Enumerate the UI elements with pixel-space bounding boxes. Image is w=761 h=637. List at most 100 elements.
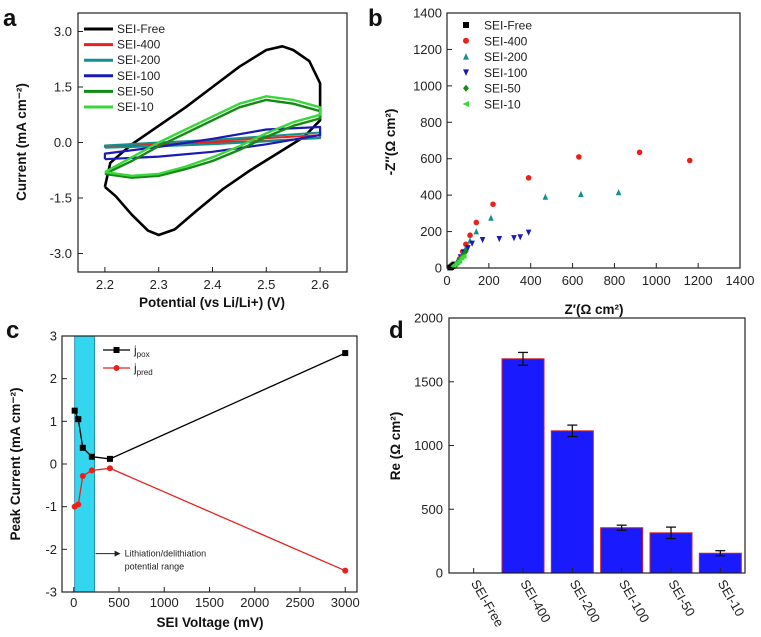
panel-b-ytick-label: 600 — [420, 151, 442, 166]
panel-b-xtick-label: 1200 — [684, 273, 713, 288]
panel-b-point-sei-400 — [636, 149, 643, 156]
panel-b-ytick-label: 200 — [420, 224, 442, 239]
panel-c-xlabel: SEI Voltage (mV) — [156, 615, 263, 630]
panel-b-ytick-label: 0 — [435, 261, 442, 276]
panel-c-ytick-label: -1 — [45, 499, 57, 514]
panel-d-ytick-label: 0 — [436, 566, 443, 581]
panel-b-point-sei-200 — [542, 193, 549, 200]
panel-b-legend-marker — [463, 37, 469, 44]
panel-c-point-pred — [88, 467, 95, 474]
panel-b-xtick-label: 800 — [604, 273, 626, 288]
panel-b: b 0 200 400 600 800 1000 1200 1400 0 200 400 600 800… — [368, 5, 754, 317]
panel-c-xtick-label: 2000 — [240, 595, 269, 610]
panel-b-frame — [446, 12, 741, 269]
panel-b-point-sei-100 — [517, 234, 524, 241]
panel-d-bar-sei-50 — [649, 532, 693, 574]
panel-b-label: b — [368, 5, 383, 32]
panel-c-point-pox — [71, 407, 78, 414]
panel-a-legend-label: SEI-Free — [117, 22, 165, 36]
panel-c-annotation-line1: Lithiation/delithiation — [125, 549, 207, 559]
panel-c-point-pred — [79, 472, 86, 479]
panel-c-ytick-label: 0 — [50, 457, 57, 472]
panel-b-point-sei-400 — [576, 154, 582, 160]
panel-a: a 2.2 2.3 2.4 2.5 2.6 -3.0 -1.5 0.0 1.5 3.0 SEI-Fr… — [3, 5, 348, 310]
panel-a-xtick-label: 2.6 — [311, 277, 329, 292]
panel-b-legend-marker — [463, 69, 469, 76]
panel-b-point-sei-100 — [496, 236, 503, 243]
panel-b-point-sei-400 — [473, 219, 480, 226]
panel-d-ytick-label: 1500 — [414, 374, 443, 389]
panel-c-point-pox — [106, 455, 113, 462]
panel-b-ytick-label: 1400 — [413, 6, 442, 21]
panel-c-xtick-label: 1500 — [195, 595, 224, 610]
panel-b-xtick-label: 400 — [520, 273, 542, 288]
panel-b-point-sei-200 — [578, 190, 584, 198]
panel-a-frame — [77, 12, 348, 273]
panel-c-xtick-label: 0 — [70, 595, 77, 610]
panel-b-legend-label: SEI-Free — [484, 19, 532, 33]
panel-a-xtick-label: 2.5 — [257, 277, 275, 292]
panel-d-ylabel: Re (Ω cm²) — [388, 412, 403, 481]
panel-a-ytick-label: 3.0 — [54, 24, 72, 39]
panel-b-point-sei-10 — [460, 253, 467, 259]
panel-c-ytick-label: -3 — [45, 585, 57, 600]
panel-b-ytick-label: 1200 — [413, 42, 442, 57]
panel-b-ylabel: -Z′′(Ω cm²) — [383, 109, 398, 176]
panel-b-xtick-label: 200 — [478, 273, 500, 288]
panel-b-point-sei-100 — [511, 235, 517, 242]
panel-c-point-pox — [79, 444, 86, 451]
panel-b-point-sei-100 — [479, 236, 486, 244]
panel-a-xtick-label: 2.3 — [150, 277, 168, 292]
panel-c-ytick-label: 2 — [50, 371, 57, 386]
panel-c-legend-marker — [113, 347, 120, 353]
panel-c-point-pred — [75, 501, 82, 508]
panel-a-label: a — [3, 5, 17, 32]
panel-b-point-sei-100 — [465, 245, 471, 252]
panel-c-point-pox — [342, 350, 349, 357]
panel-c-ylabel: Peak Current (mA cm⁻²) — [8, 388, 23, 541]
panel-b-point-sei-100 — [469, 240, 475, 247]
panel-c: c 0 500 1000 1500 2000 2500 3000 -3 -2 -1 0 1 2 3 Lith… — [6, 317, 360, 630]
panel-c-ytick-label: 3 — [50, 329, 57, 344]
panel-c-point-pred — [342, 567, 349, 574]
panel-b-xtick-label: 0 — [443, 273, 450, 288]
panel-a-xtick-label: 2.2 — [96, 277, 114, 292]
panel-a-series-sei-100 — [103, 125, 322, 161]
panel-d-xtick-label: SEI-10 — [715, 577, 748, 619]
panel-d-xtick-label: SEI-100 — [616, 577, 652, 625]
panel-b-legend-label: SEI-10 — [484, 98, 521, 112]
panel-c-label: c — [6, 317, 19, 344]
panel-b-ytick-label: 400 — [420, 188, 442, 203]
panel-c-legend-marker — [113, 365, 120, 371]
panel-a-legend-label: SEI-10 — [117, 100, 154, 114]
panel-b-legend-marker — [463, 22, 469, 28]
panel-b-legend-marker — [463, 53, 469, 60]
panel-b-ytick-label: 800 — [420, 115, 442, 130]
panel-b-point-sei-10 — [456, 257, 463, 264]
panel-c-frame — [61, 335, 358, 593]
panel-b-legend-label: SEI-100 — [484, 66, 528, 80]
panel-a-ytick-label: 1.5 — [54, 80, 72, 95]
panel-a-xtick-label: 2.4 — [203, 277, 221, 292]
panel-b-point-sei-200 — [615, 189, 622, 196]
panel-c-point-pox — [75, 416, 82, 423]
panel-a-ytick-label: -1.5 — [50, 191, 72, 206]
panel-d-xtick-label: SEI-200 — [567, 577, 603, 625]
panel-b-legend-marker — [462, 101, 469, 107]
panel-b-xtick-label: 600 — [562, 273, 584, 288]
panel-d-xtick-label: SEI-50 — [665, 577, 698, 619]
panel-a-ylabel: Current (mA cm⁻²) — [14, 83, 29, 201]
panel-c-point-pox — [88, 453, 95, 460]
panel-c-ytick-label: -2 — [45, 542, 57, 557]
panel-d-ytick-label: 2000 — [414, 311, 443, 326]
panel-a-legend-label: SEI-50 — [117, 84, 154, 98]
panel-d-bar-sei-400 — [501, 358, 545, 574]
panel-b-point-sei-400 — [686, 157, 693, 164]
panel-d-frame — [448, 317, 746, 574]
panel-b-legend-label: SEI-200 — [484, 50, 528, 64]
panel-d-ytick-label: 1000 — [414, 438, 443, 453]
panel-c-annotation-arrowhead — [114, 550, 121, 557]
panel-b-point-sei-200 — [488, 214, 494, 221]
panel-b-legend-marker — [463, 84, 469, 92]
